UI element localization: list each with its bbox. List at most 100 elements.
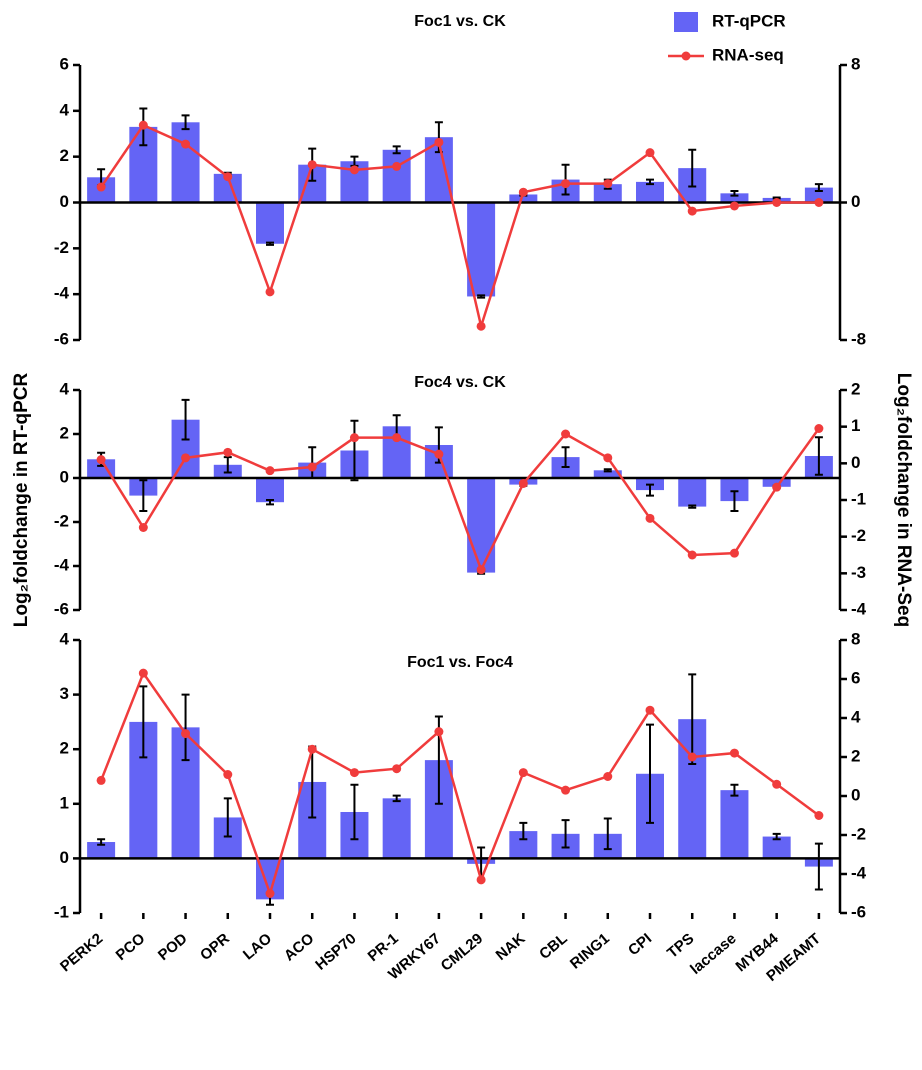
line-point [181, 139, 191, 149]
line-point [729, 748, 739, 758]
error-bar [181, 693, 190, 762]
y2-tick-label: -3 [851, 563, 866, 582]
y-tick-label: -2 [54, 511, 69, 530]
error-bar [97, 838, 106, 846]
line-point [223, 447, 233, 457]
bar [509, 194, 538, 203]
y-tick-label: -4 [54, 555, 70, 574]
bar [720, 478, 749, 502]
bar [720, 790, 749, 859]
y2-tick-label: 6 [851, 668, 860, 687]
y-tick-label: -4 [54, 284, 70, 303]
y2-tick-label: 8 [851, 54, 860, 73]
line-point [307, 160, 317, 170]
line-point [476, 875, 486, 885]
error-bar [730, 783, 739, 797]
error-bar [350, 783, 359, 841]
error-bar [181, 398, 190, 441]
error-bar [603, 468, 612, 473]
error-bar [392, 794, 401, 803]
error-bar [772, 832, 781, 841]
line [100, 123, 819, 332]
error-bar [646, 723, 654, 824]
line-point [687, 550, 697, 560]
bar [382, 798, 411, 859]
x-tick-label: ACO [281, 930, 318, 965]
error-bar [139, 685, 148, 759]
legend-label: RT-qPCR [712, 11, 786, 30]
bar [593, 184, 622, 203]
error-bar [730, 490, 739, 512]
line-point [729, 548, 739, 558]
y-tick-label: 2 [60, 739, 69, 758]
error-bar [223, 797, 232, 838]
line-point [814, 424, 824, 433]
error-bar [688, 504, 697, 509]
x-tick-label: laccase [687, 930, 739, 978]
bar [256, 202, 284, 244]
bar [382, 149, 411, 203]
y-tick-label: -6 [54, 599, 69, 618]
legend-label: RNA-seq [712, 45, 784, 64]
error-bar [181, 114, 190, 131]
y-tick-label: 4 [60, 100, 70, 119]
y2-tick-label: 1 [851, 416, 860, 435]
line-point [181, 453, 191, 463]
line-point [265, 466, 275, 476]
line-point [729, 201, 739, 211]
y-tick-label: 6 [60, 54, 69, 73]
error-bar [814, 183, 823, 193]
error-bar [266, 241, 274, 246]
line-point [434, 449, 444, 459]
line-point [349, 768, 359, 778]
x-tick-label: HSP70 [312, 930, 359, 974]
error-bar [646, 483, 654, 497]
error-bar [688, 148, 697, 188]
bar [171, 122, 200, 203]
line-point [392, 433, 402, 443]
error-bar [603, 817, 612, 851]
error-bar [223, 456, 232, 474]
x-tick-label: CPI [625, 930, 655, 959]
line-point [223, 770, 233, 780]
y-tick-label: 2 [60, 146, 69, 165]
line-point [223, 172, 233, 182]
error-bar [814, 436, 823, 476]
line-point [518, 187, 528, 197]
bar [762, 478, 791, 487]
line-point [518, 479, 528, 488]
line-point [645, 148, 655, 158]
error-bar [519, 821, 528, 841]
x-tick-label: LAO [240, 930, 275, 964]
bar [804, 187, 833, 203]
y2-tick-label: -4 [851, 863, 867, 882]
x-tick-label: POD [155, 930, 191, 964]
x-tick-label: TPS [664, 930, 697, 962]
y-tick-label: 4 [60, 629, 70, 648]
line-point [476, 321, 486, 331]
y2-tick-label: -6 [851, 902, 866, 921]
y-tick-label: 0 [60, 192, 69, 211]
line-point [434, 727, 444, 737]
y-tick-label: -6 [54, 329, 69, 348]
chart-title: Foc1 vs. CK [414, 13, 506, 30]
y2-tick-label: 2 [851, 746, 860, 765]
line-point [814, 811, 824, 820]
y2-tick-label: -1 [851, 489, 866, 508]
line-point [265, 889, 275, 898]
line-point [181, 729, 191, 739]
y2-tick-label: 0 [851, 192, 860, 211]
x-tick-label: CML29 [438, 930, 487, 975]
line-point [561, 429, 571, 439]
line-point [307, 744, 317, 754]
line-point [96, 455, 106, 465]
x-tick-label: NAK [493, 930, 529, 964]
error-bar [561, 446, 570, 468]
line-point [138, 523, 148, 532]
y-tick-label: 1 [60, 793, 69, 812]
line-point [814, 198, 824, 207]
line-point [392, 161, 402, 171]
x-tick-label: RING1 [567, 930, 613, 972]
chart-title: Foc4 vs. CK [414, 374, 506, 391]
